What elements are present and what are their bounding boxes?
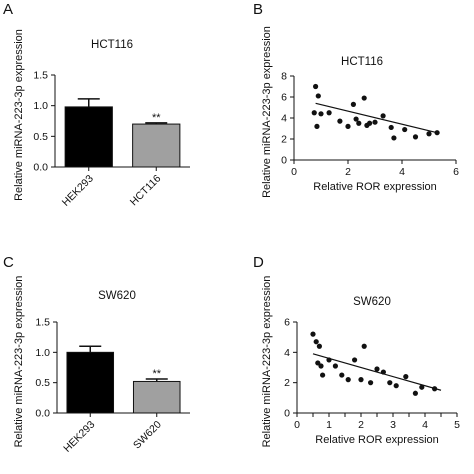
data-point bbox=[391, 135, 397, 141]
data-point bbox=[374, 366, 380, 372]
x-tick-label: HCT116 bbox=[128, 173, 164, 209]
x-tick-label: HEK293 bbox=[60, 173, 96, 209]
chart-title: HCT116 bbox=[341, 56, 383, 68]
data-point bbox=[311, 110, 317, 116]
y-tick-label: 4 bbox=[281, 113, 287, 125]
x-axis-label: Relative ROR expression bbox=[313, 181, 437, 193]
data-point bbox=[358, 377, 364, 383]
y-axis-label: Relative miRNA-223-3p expression bbox=[13, 29, 25, 201]
data-point bbox=[345, 377, 351, 383]
y-tick-label: 1.5 bbox=[33, 70, 48, 82]
data-point bbox=[361, 95, 367, 101]
y-tick-label: 1.0 bbox=[33, 100, 48, 112]
data-point bbox=[426, 131, 432, 137]
data-point bbox=[313, 83, 319, 90]
data-point bbox=[320, 372, 326, 378]
chart-title: SW620 bbox=[98, 290, 136, 302]
bar bbox=[132, 123, 181, 168]
x-tick-label: 5 bbox=[454, 419, 460, 431]
regression-line bbox=[312, 353, 442, 391]
data-point bbox=[380, 113, 386, 119]
y-tick-label: 0.0 bbox=[33, 162, 48, 174]
data-point bbox=[367, 120, 373, 126]
data-point bbox=[315, 93, 321, 99]
data-point bbox=[402, 126, 408, 133]
x-tick-label: HEK293 bbox=[61, 419, 97, 455]
data-point bbox=[337, 118, 343, 124]
y-tick-label: 6 bbox=[284, 317, 290, 329]
y-axis-label: Relative miRNA-223-3p expression bbox=[261, 276, 273, 448]
y-tick-label: 1.0 bbox=[35, 347, 50, 359]
x-tick-label: 3 bbox=[390, 419, 396, 431]
data-point bbox=[412, 390, 418, 396]
chart-title: SW620 bbox=[353, 296, 391, 308]
y-tick-label: 0.5 bbox=[35, 377, 50, 389]
x-tick-label: 4 bbox=[399, 166, 405, 178]
y-tick-label: 2 bbox=[284, 377, 290, 389]
y-tick-label: 8 bbox=[281, 71, 287, 83]
data-point bbox=[419, 384, 425, 390]
panel-letter: D bbox=[253, 254, 264, 271]
regression-line bbox=[315, 102, 438, 134]
x-tick-label: 6 bbox=[453, 166, 459, 178]
x-tick-label: 4 bbox=[422, 419, 428, 431]
panel-letter: B bbox=[253, 1, 263, 18]
x-tick-label: 0 bbox=[291, 166, 297, 178]
y-tick-label: 0 bbox=[284, 408, 290, 420]
x-tick-label: 1 bbox=[326, 419, 332, 431]
y-tick-label: 0 bbox=[281, 155, 287, 167]
data-point bbox=[314, 123, 320, 129]
x-tick-label: 2 bbox=[358, 419, 364, 431]
y-axis-label: Relative miRNA-223-3p expression bbox=[261, 26, 273, 198]
data-point bbox=[345, 123, 351, 129]
data-point bbox=[393, 383, 399, 389]
data-point bbox=[332, 363, 338, 369]
x-tick-label: 0 bbox=[294, 419, 300, 431]
panel-d: D SW620 0 2 4 6 Relative miRNA-223-3p expressi… bbox=[253, 254, 460, 447]
x-tick-label: SW620 bbox=[131, 419, 164, 452]
data-point bbox=[310, 331, 316, 337]
data-point bbox=[361, 343, 367, 349]
data-point bbox=[339, 372, 345, 378]
panel-letter: A bbox=[3, 1, 13, 18]
x-axis-label: Relative ROR expression bbox=[315, 434, 439, 446]
y-tick-label: 0.5 bbox=[33, 131, 48, 143]
y-tick-label: 1.5 bbox=[35, 317, 50, 329]
data-point bbox=[313, 339, 319, 345]
y-tick-label: 6 bbox=[281, 92, 287, 104]
data-point bbox=[412, 134, 419, 140]
data-point bbox=[372, 119, 378, 125]
y-tick-label: 4 bbox=[284, 347, 290, 359]
data-point bbox=[353, 116, 359, 122]
data-point bbox=[368, 380, 374, 386]
data-point bbox=[403, 374, 409, 380]
data-point bbox=[316, 343, 322, 349]
panel-a: A HCT116 0.0 0.5 1.0 1.5 Relative miRNA-223-3p… bbox=[3, 1, 190, 209]
data-point bbox=[350, 101, 356, 107]
x-tick-label: 2 bbox=[345, 166, 351, 178]
bar bbox=[66, 351, 115, 414]
data-point bbox=[326, 110, 332, 116]
panel-b: B HCT116 0 2 4 6 8 Relative miRNA-223-3p expres… bbox=[253, 1, 459, 198]
significance-label: ** bbox=[152, 368, 161, 380]
data-point bbox=[352, 357, 358, 363]
bar bbox=[64, 106, 113, 168]
chart-title: HCT116 bbox=[91, 39, 133, 51]
data-point bbox=[388, 124, 394, 131]
data-point bbox=[387, 380, 393, 386]
y-axis-label: Relative miRNA-223-3p expression bbox=[13, 276, 25, 448]
data-point bbox=[318, 111, 324, 117]
significance-label: ** bbox=[152, 112, 161, 124]
y-tick-label: 2 bbox=[281, 134, 287, 146]
y-tick-label: 0.0 bbox=[35, 408, 50, 420]
bar bbox=[132, 380, 181, 414]
data-point bbox=[356, 120, 362, 126]
panel-c: C SW620 0.0 0.5 1.0 1.5 Relative miRNA-223-3p … bbox=[3, 254, 190, 455]
data-point bbox=[315, 360, 321, 366]
panel-letter: C bbox=[3, 254, 14, 271]
